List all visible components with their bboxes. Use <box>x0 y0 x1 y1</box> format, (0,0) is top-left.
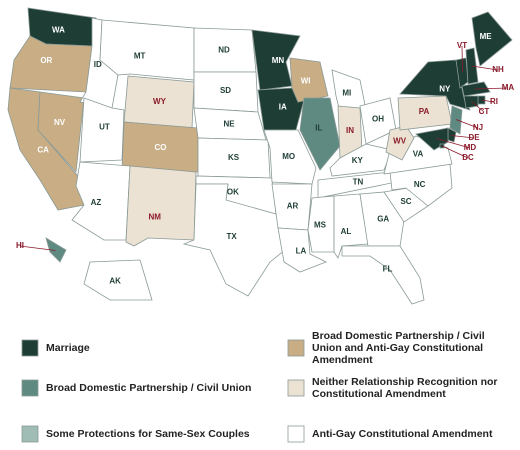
state-label: DE <box>468 133 480 142</box>
state-label: DC <box>462 153 474 162</box>
legend-label: Neither Relationship Recognition nor Cons… <box>312 376 498 400</box>
state-label: LA <box>296 246 307 255</box>
state-label: MA <box>502 83 515 92</box>
leader-line <box>441 145 469 159</box>
state <box>341 245 425 305</box>
state-label: FL <box>383 265 393 274</box>
state-label: KY <box>352 156 364 165</box>
state <box>449 105 463 135</box>
leader-line <box>481 99 495 103</box>
state-label: WA <box>52 26 65 35</box>
state-label: ME <box>480 32 493 41</box>
legend-swatch <box>287 425 305 443</box>
state-label: NE <box>223 120 235 129</box>
state <box>37 91 85 173</box>
state-label: RI <box>490 97 498 106</box>
state-label: HI <box>16 241 24 250</box>
state-label: IA <box>279 103 287 112</box>
legend-swatch <box>287 379 305 397</box>
state-label: OR <box>40 56 52 65</box>
state-label: AR <box>287 202 299 211</box>
state-label: CO <box>155 143 167 152</box>
leader-line <box>19 245 56 251</box>
legend-swatch <box>287 339 305 357</box>
leader-line <box>461 45 463 73</box>
leader-line <box>471 101 485 113</box>
state-label: VT <box>457 41 467 50</box>
state-label: IN <box>346 126 354 135</box>
legend-label: Marriage <box>46 342 90 354</box>
state-label: KS <box>228 153 240 162</box>
state-label: OK <box>227 188 239 197</box>
state <box>307 195 335 253</box>
state-label: CT <box>479 107 490 116</box>
state <box>125 165 197 247</box>
state-label: ID <box>94 60 102 69</box>
state-label: MS <box>314 221 327 230</box>
state-label: NM <box>148 212 161 221</box>
state-label: IL <box>315 124 322 133</box>
state-label: NY <box>439 84 451 93</box>
state-label: CA <box>37 146 49 155</box>
state <box>83 259 153 301</box>
state-label: AZ <box>91 198 102 207</box>
legend-swatch <box>21 379 39 397</box>
state-label: MN <box>272 56 285 65</box>
state-label: MO <box>282 152 295 161</box>
state-label: NV <box>54 118 66 127</box>
state-label: WY <box>153 97 167 106</box>
leader-line <box>436 138 471 149</box>
state-label: WI <box>301 76 311 85</box>
legend-label: Broad Domestic Partnership / Civil Union … <box>312 330 485 366</box>
legend-label: Broad Domestic Partnership / Civil Union <box>46 382 251 394</box>
state <box>257 87 305 131</box>
state-label: WV <box>393 136 407 145</box>
state-label: UT <box>99 123 110 132</box>
leader-line <box>474 87 509 90</box>
state-label: NC <box>414 180 426 189</box>
state-label: MD <box>464 143 477 152</box>
state <box>99 19 195 81</box>
legend-label: Anti-Gay Constitutional Amendment <box>312 428 493 440</box>
state-label: OH <box>372 115 384 124</box>
state-label: SD <box>220 86 231 95</box>
state-label: TX <box>227 232 238 241</box>
state-label: SC <box>400 197 411 206</box>
legend-label: Some Protections for Same-Sex Couples <box>46 428 250 440</box>
state-label: VA <box>413 150 424 159</box>
state <box>251 29 301 91</box>
leader-line <box>451 135 475 139</box>
leader-line <box>455 119 479 129</box>
state-label: NH <box>492 65 504 74</box>
state-label: AK <box>109 276 121 285</box>
legend-swatch <box>21 339 39 357</box>
state <box>299 97 341 171</box>
state-label: MI <box>342 89 351 98</box>
state-label: GA <box>377 215 389 224</box>
state <box>471 11 513 67</box>
state <box>463 95 479 109</box>
state-label: AL <box>341 227 352 236</box>
state-label: MT <box>134 51 146 60</box>
state <box>45 237 67 263</box>
state-label: TN <box>353 178 364 187</box>
state-label: ND <box>218 46 230 55</box>
state <box>79 97 125 163</box>
leader-line <box>471 65 499 71</box>
state-label: PA <box>419 107 430 116</box>
state <box>182 183 291 297</box>
legend-swatch <box>21 425 39 443</box>
state-label: NJ <box>473 123 483 132</box>
